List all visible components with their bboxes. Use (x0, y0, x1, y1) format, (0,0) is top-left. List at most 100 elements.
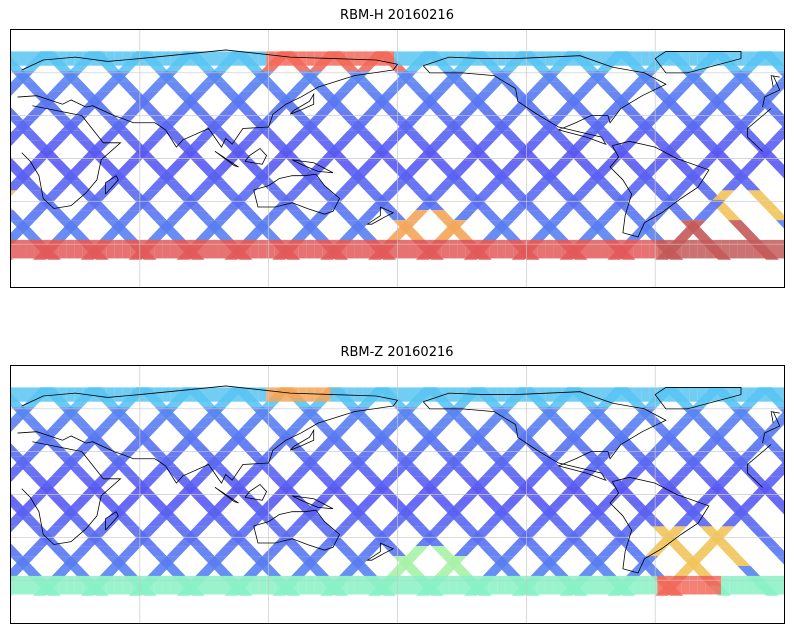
descending-swath-segment (241, 81, 265, 92)
north-band-cell (657, 387, 666, 402)
north-band-cell (210, 51, 219, 66)
north-band-cell (282, 51, 291, 66)
descending-swath-segment (318, 437, 342, 447)
ascending-swath-segment (163, 566, 186, 576)
ascending-swath-segment (479, 210, 502, 221)
descending-swath-segment (443, 170, 467, 181)
south-band-cell (186, 575, 195, 595)
ascending-swath-segment (671, 160, 694, 171)
south-band-cell (370, 239, 379, 259)
ascending-swath-segment (11, 543, 14, 547)
descending-swath-segment (693, 546, 716, 557)
descending-swath-segment (481, 466, 505, 477)
descending-swath-segment (60, 170, 84, 181)
descending-swath-segment (289, 81, 313, 92)
descending-swath-segment (482, 566, 506, 576)
descending-swath-segment (387, 566, 410, 576)
north-band-cell (122, 51, 131, 66)
ascending-swath-segment (594, 130, 618, 141)
ascending-swath-segment (623, 496, 646, 507)
descending-swath-segment (147, 566, 171, 576)
descending-swath-segment (22, 210, 46, 221)
descending-swath-segment (347, 120, 371, 131)
north-band-cell (354, 387, 363, 402)
descending-swath-segment (204, 220, 228, 231)
descending-swath-segment (348, 170, 371, 181)
ascending-swath-segment (747, 190, 771, 201)
south-band-cell (561, 575, 570, 595)
south-band-cell (561, 239, 570, 259)
descending-swath-segment (280, 476, 304, 487)
descending-swath-segment (768, 417, 784, 428)
descending-swath-segment (605, 101, 629, 111)
south-band-cell (354, 239, 363, 259)
descending-swath-segment (300, 220, 324, 231)
descending-swath-segment (712, 526, 735, 537)
south-band-cell (330, 575, 339, 595)
north-band-cell (449, 51, 458, 66)
descending-swath-segment (634, 120, 658, 131)
descending-swath-segment (624, 417, 648, 428)
descending-swath-segment (664, 190, 687, 201)
descending-swath-segment (300, 170, 323, 181)
descending-swath-segment (616, 190, 639, 201)
ascending-swath-segment (594, 180, 617, 191)
north-band-cell (11, 51, 19, 66)
ascending-swath-segment (767, 160, 784, 171)
descending-swath-segment (577, 81, 600, 92)
south-band-cell (178, 575, 187, 595)
descending-swath-segment (634, 456, 658, 467)
descending-swath-segment (654, 536, 678, 547)
coastline-borneo (244, 483, 268, 501)
south-band-cell (713, 575, 722, 595)
descending-swath-segment (673, 130, 696, 141)
ascending-swath-segment (776, 170, 784, 179)
descending-swath-segment (701, 437, 725, 447)
descending-swath-segment (501, 496, 524, 507)
south-band-cell (465, 239, 474, 259)
descending-swath-segment (778, 74, 784, 82)
ascending-swath-segment (19, 180, 43, 191)
descending-swath-segment (329, 526, 352, 537)
north-band-cell (729, 51, 738, 66)
descending-swath-segment (13, 220, 36, 231)
south-band-cell (649, 575, 658, 595)
descending-swath-segment (98, 130, 122, 141)
south-band-cell (633, 575, 642, 595)
descending-swath-segment (214, 546, 237, 557)
descending-swath-segment (692, 160, 716, 171)
ascending-swath-segment (384, 160, 407, 171)
ascending-swath-segment (258, 566, 282, 576)
ascending-swath-segment (776, 556, 784, 565)
south-band-cell (577, 239, 586, 259)
ascending-swath-segment (642, 130, 666, 141)
descending-swath-segment (740, 496, 764, 507)
south-band-cell (705, 239, 714, 259)
descending-swath-segment (635, 220, 659, 231)
descending-swath-segment (12, 120, 35, 131)
descending-swath-segment (11, 417, 25, 428)
north-band-cell (593, 51, 602, 66)
descending-swath-segment (778, 125, 784, 131)
ascending-swath-segment (164, 417, 188, 428)
descending-swath-segment (769, 466, 784, 477)
descending-swath-segment (635, 556, 659, 567)
descending-swath-segment (663, 91, 686, 102)
descending-swath-segment (175, 150, 199, 161)
descending-swath-segment (280, 140, 304, 151)
ascending-swath-segment (738, 466, 762, 477)
ascending-swath-segment (164, 130, 187, 141)
descending-swath-segment (588, 220, 611, 231)
descending-swath-segment (109, 220, 132, 231)
ascending-swath-segment (259, 466, 283, 477)
ascending-swath-segment (690, 516, 713, 527)
descending-swath-segment (501, 210, 525, 221)
south-band-cell (497, 575, 506, 595)
descending-swath-segment (281, 526, 304, 537)
south-band-cell (441, 239, 450, 259)
south-band-cell (713, 239, 722, 259)
south-band-cell (401, 239, 410, 259)
descending-swath-segment (482, 180, 505, 191)
ascending-swath-segment (211, 130, 235, 141)
descending-swath-segment (588, 556, 611, 567)
